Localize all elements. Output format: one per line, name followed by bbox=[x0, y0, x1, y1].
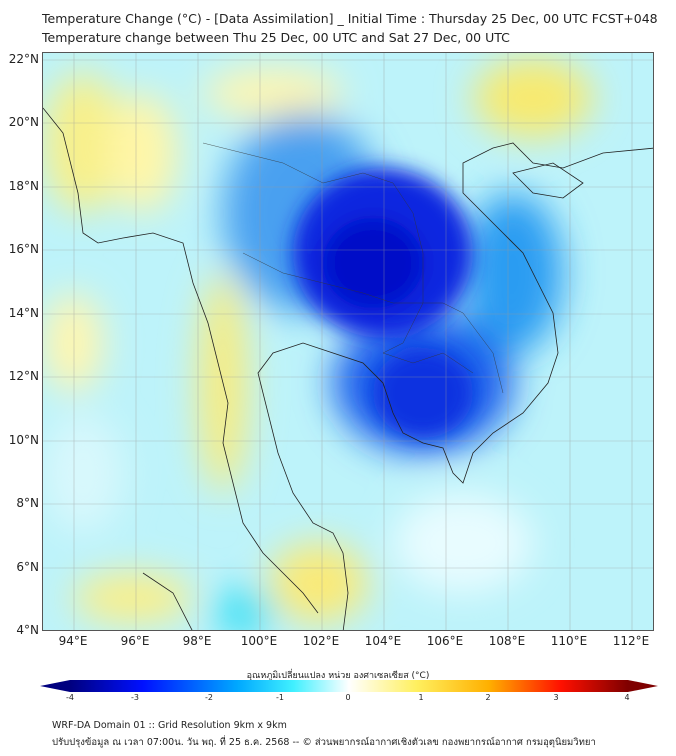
lon-label: 106°E bbox=[426, 634, 464, 648]
lat-label: 8°N bbox=[16, 496, 39, 510]
colorbar-tick: -1 bbox=[276, 693, 284, 702]
lon-label: 96°E bbox=[120, 634, 150, 648]
lat-label: 22°N bbox=[8, 52, 39, 66]
lon-label: 108°E bbox=[488, 634, 526, 648]
lat-label: 4°N bbox=[16, 623, 39, 637]
footer-model-info: WRF-DA Domain 01 :: Grid Resolution 9km … bbox=[52, 720, 287, 731]
borders bbox=[202, 142, 504, 394]
colorbar-gradient bbox=[70, 680, 628, 692]
map-field bbox=[43, 53, 653, 630]
lon-label: 94°E bbox=[58, 634, 88, 648]
lon-label: 104°E bbox=[364, 634, 402, 648]
colorbar-tick: 3 bbox=[553, 693, 559, 702]
colorbar-tick: -2 bbox=[205, 693, 213, 702]
colorbar-min-extend bbox=[40, 680, 70, 692]
lat-label: 20°N bbox=[8, 115, 39, 129]
colorbar-tick: 1 bbox=[418, 693, 424, 702]
coastlines bbox=[43, 107, 653, 630]
lat-label: 16°N bbox=[8, 242, 39, 256]
colorbar-tick: 2 bbox=[485, 693, 491, 702]
colorbar bbox=[40, 680, 658, 692]
colorbar-tick: 4 bbox=[624, 693, 630, 702]
chart-title: Temperature Change (°C) - [Data Assimila… bbox=[42, 11, 658, 26]
lon-label: 110°E bbox=[550, 634, 588, 648]
footer-credit: ปรับปรุงข้อมูล ณ เวลา 07:00น. วัน พฤ. ที… bbox=[52, 737, 596, 748]
lat-label: 12°N bbox=[8, 369, 39, 383]
lon-label: 102°E bbox=[302, 634, 340, 648]
colorbar-tick: 0 bbox=[345, 693, 351, 702]
temperature-change-map bbox=[42, 52, 654, 631]
lat-label: 18°N bbox=[8, 179, 39, 193]
lat-label: 10°N bbox=[8, 433, 39, 447]
colorbar-tick: -3 bbox=[131, 693, 139, 702]
lon-label: 98°E bbox=[182, 634, 212, 648]
chart-subtitle: Temperature change between Thu 25 Dec, 0… bbox=[42, 30, 510, 45]
colorbar-tick: -4 bbox=[66, 693, 74, 702]
lat-label: 14°N bbox=[8, 306, 39, 320]
colorbar-max-extend bbox=[628, 680, 658, 692]
graticule bbox=[43, 53, 653, 630]
lon-label: 100°E bbox=[240, 634, 278, 648]
lat-label: 6°N bbox=[16, 560, 39, 574]
colorbar-title: อุณหภูมิเปลี่ยนแปลง หน่วย องศาเซลเซียส (… bbox=[246, 671, 430, 681]
lon-label: 112°E bbox=[612, 634, 650, 648]
